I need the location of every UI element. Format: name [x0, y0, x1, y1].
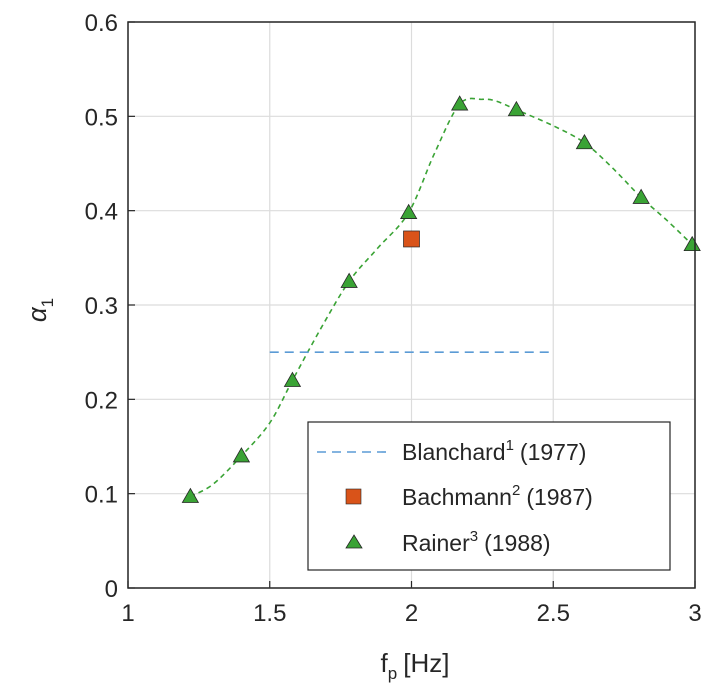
y-tick-label: 0.6 [85, 10, 118, 37]
y-tick-label: 0 [105, 576, 118, 603]
legend-rainer-label: Rainer3 (1988) [402, 528, 551, 556]
legend-box [307, 421, 671, 571]
y-tick-label: 0.5 [85, 104, 118, 131]
rainer-point [232, 447, 251, 463]
x-tick-label: 3 [688, 600, 701, 627]
legend-blanchard-label: Blanchard1 (1977) [402, 437, 586, 465]
x-axis-label: fp [Hz] [381, 648, 450, 683]
y-axis-label-subscript: 1 [38, 298, 57, 307]
x-tick-label: 2 [405, 600, 418, 627]
rainer-point [181, 487, 200, 503]
x-tick-label: 2.5 [537, 600, 570, 627]
bachmann-point [403, 230, 420, 248]
rainer-point [575, 133, 594, 150]
rainer-point [451, 95, 469, 111]
rainer-point [283, 371, 302, 387]
x-tick-label: 1.5 [253, 600, 286, 627]
fit-curve-layer [189, 97, 693, 498]
y-tick-label: 0.3 [85, 293, 118, 320]
rainer-point [683, 235, 701, 252]
x-axis-label-subscript: p [388, 664, 397, 683]
rainer-point [340, 272, 358, 288]
x-tick-label: 1 [121, 600, 134, 627]
y-tick-label: 0.1 [85, 482, 118, 509]
y-tick-label: 0.4 [85, 199, 118, 226]
y-axis-label: α1 [22, 298, 57, 322]
legend-bachmann-swatch [345, 488, 362, 505]
x-axis-label-unit: [Hz] [403, 648, 449, 678]
rainer-point [399, 203, 418, 219]
rainer-point [632, 188, 650, 204]
legend-rainer-swatch [345, 534, 363, 549]
data-marks [181, 95, 701, 503]
fit-curve [189, 97, 693, 498]
y-tick-label: 0.2 [85, 387, 118, 414]
tick-labels: 1 1.5 2 2.5 3 0 0.1 0.2 0.3 0.4 0.5 0.6 [85, 10, 702, 627]
legend: Blanchard1 (1977) Bachmann2 (1987) Rainer3… [307, 421, 671, 571]
plot-frame [127, 21, 696, 589]
legend-bachmann-label: Bachmann2 (1987) [402, 482, 593, 510]
rainer-point [507, 100, 526, 117]
